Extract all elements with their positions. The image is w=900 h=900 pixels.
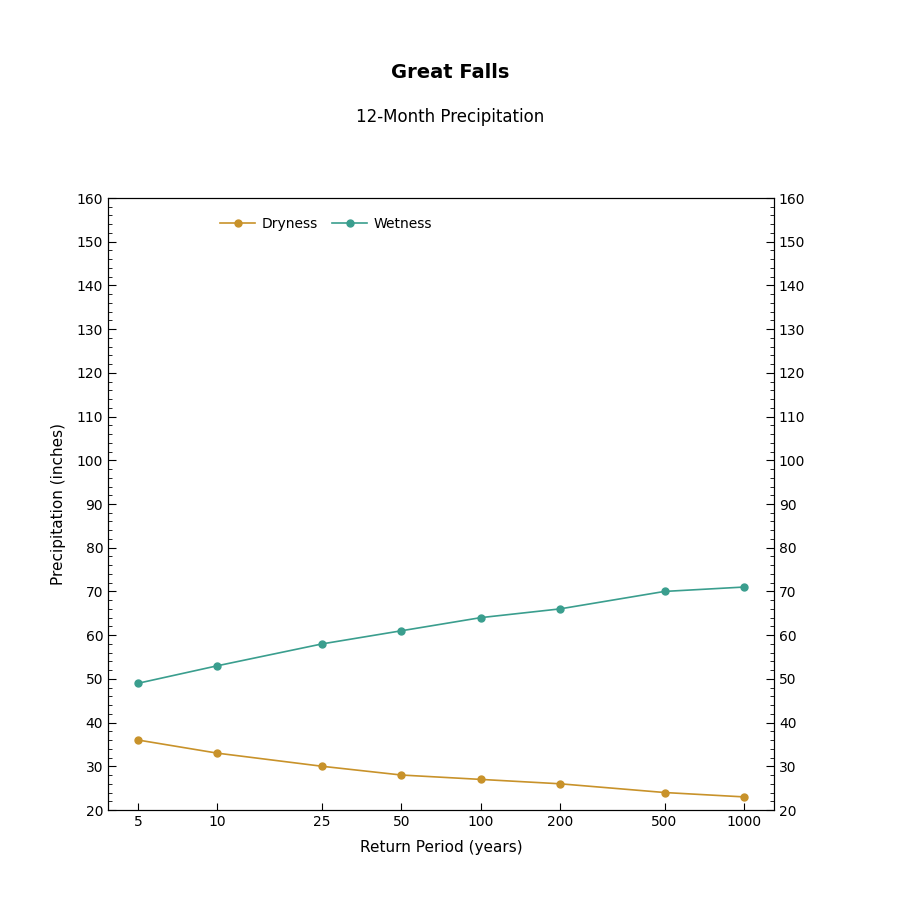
Wetness xyxy=(554,604,565,615)
Dryness xyxy=(212,748,223,759)
Text: Great Falls: Great Falls xyxy=(391,62,509,82)
Wetness xyxy=(212,661,223,671)
Line: Wetness: Wetness xyxy=(135,583,747,687)
Dryness xyxy=(475,774,486,785)
Dryness xyxy=(133,734,144,745)
Dryness xyxy=(317,760,328,771)
Legend: Dryness, Wetness: Dryness, Wetness xyxy=(215,212,438,236)
Dryness xyxy=(554,778,565,789)
X-axis label: Return Period (years): Return Period (years) xyxy=(360,840,522,855)
Text: 12-Month Precipitation: 12-Month Precipitation xyxy=(356,108,544,126)
Wetness xyxy=(738,581,749,592)
Wetness xyxy=(396,626,407,636)
Wetness xyxy=(475,612,486,623)
Dryness xyxy=(738,791,749,802)
Dryness xyxy=(659,788,670,798)
Dryness xyxy=(396,770,407,780)
Wetness xyxy=(659,586,670,597)
Line: Dryness: Dryness xyxy=(135,736,747,800)
Wetness xyxy=(133,678,144,688)
Y-axis label: Precipitation (inches): Precipitation (inches) xyxy=(50,423,66,585)
Wetness xyxy=(317,638,328,649)
